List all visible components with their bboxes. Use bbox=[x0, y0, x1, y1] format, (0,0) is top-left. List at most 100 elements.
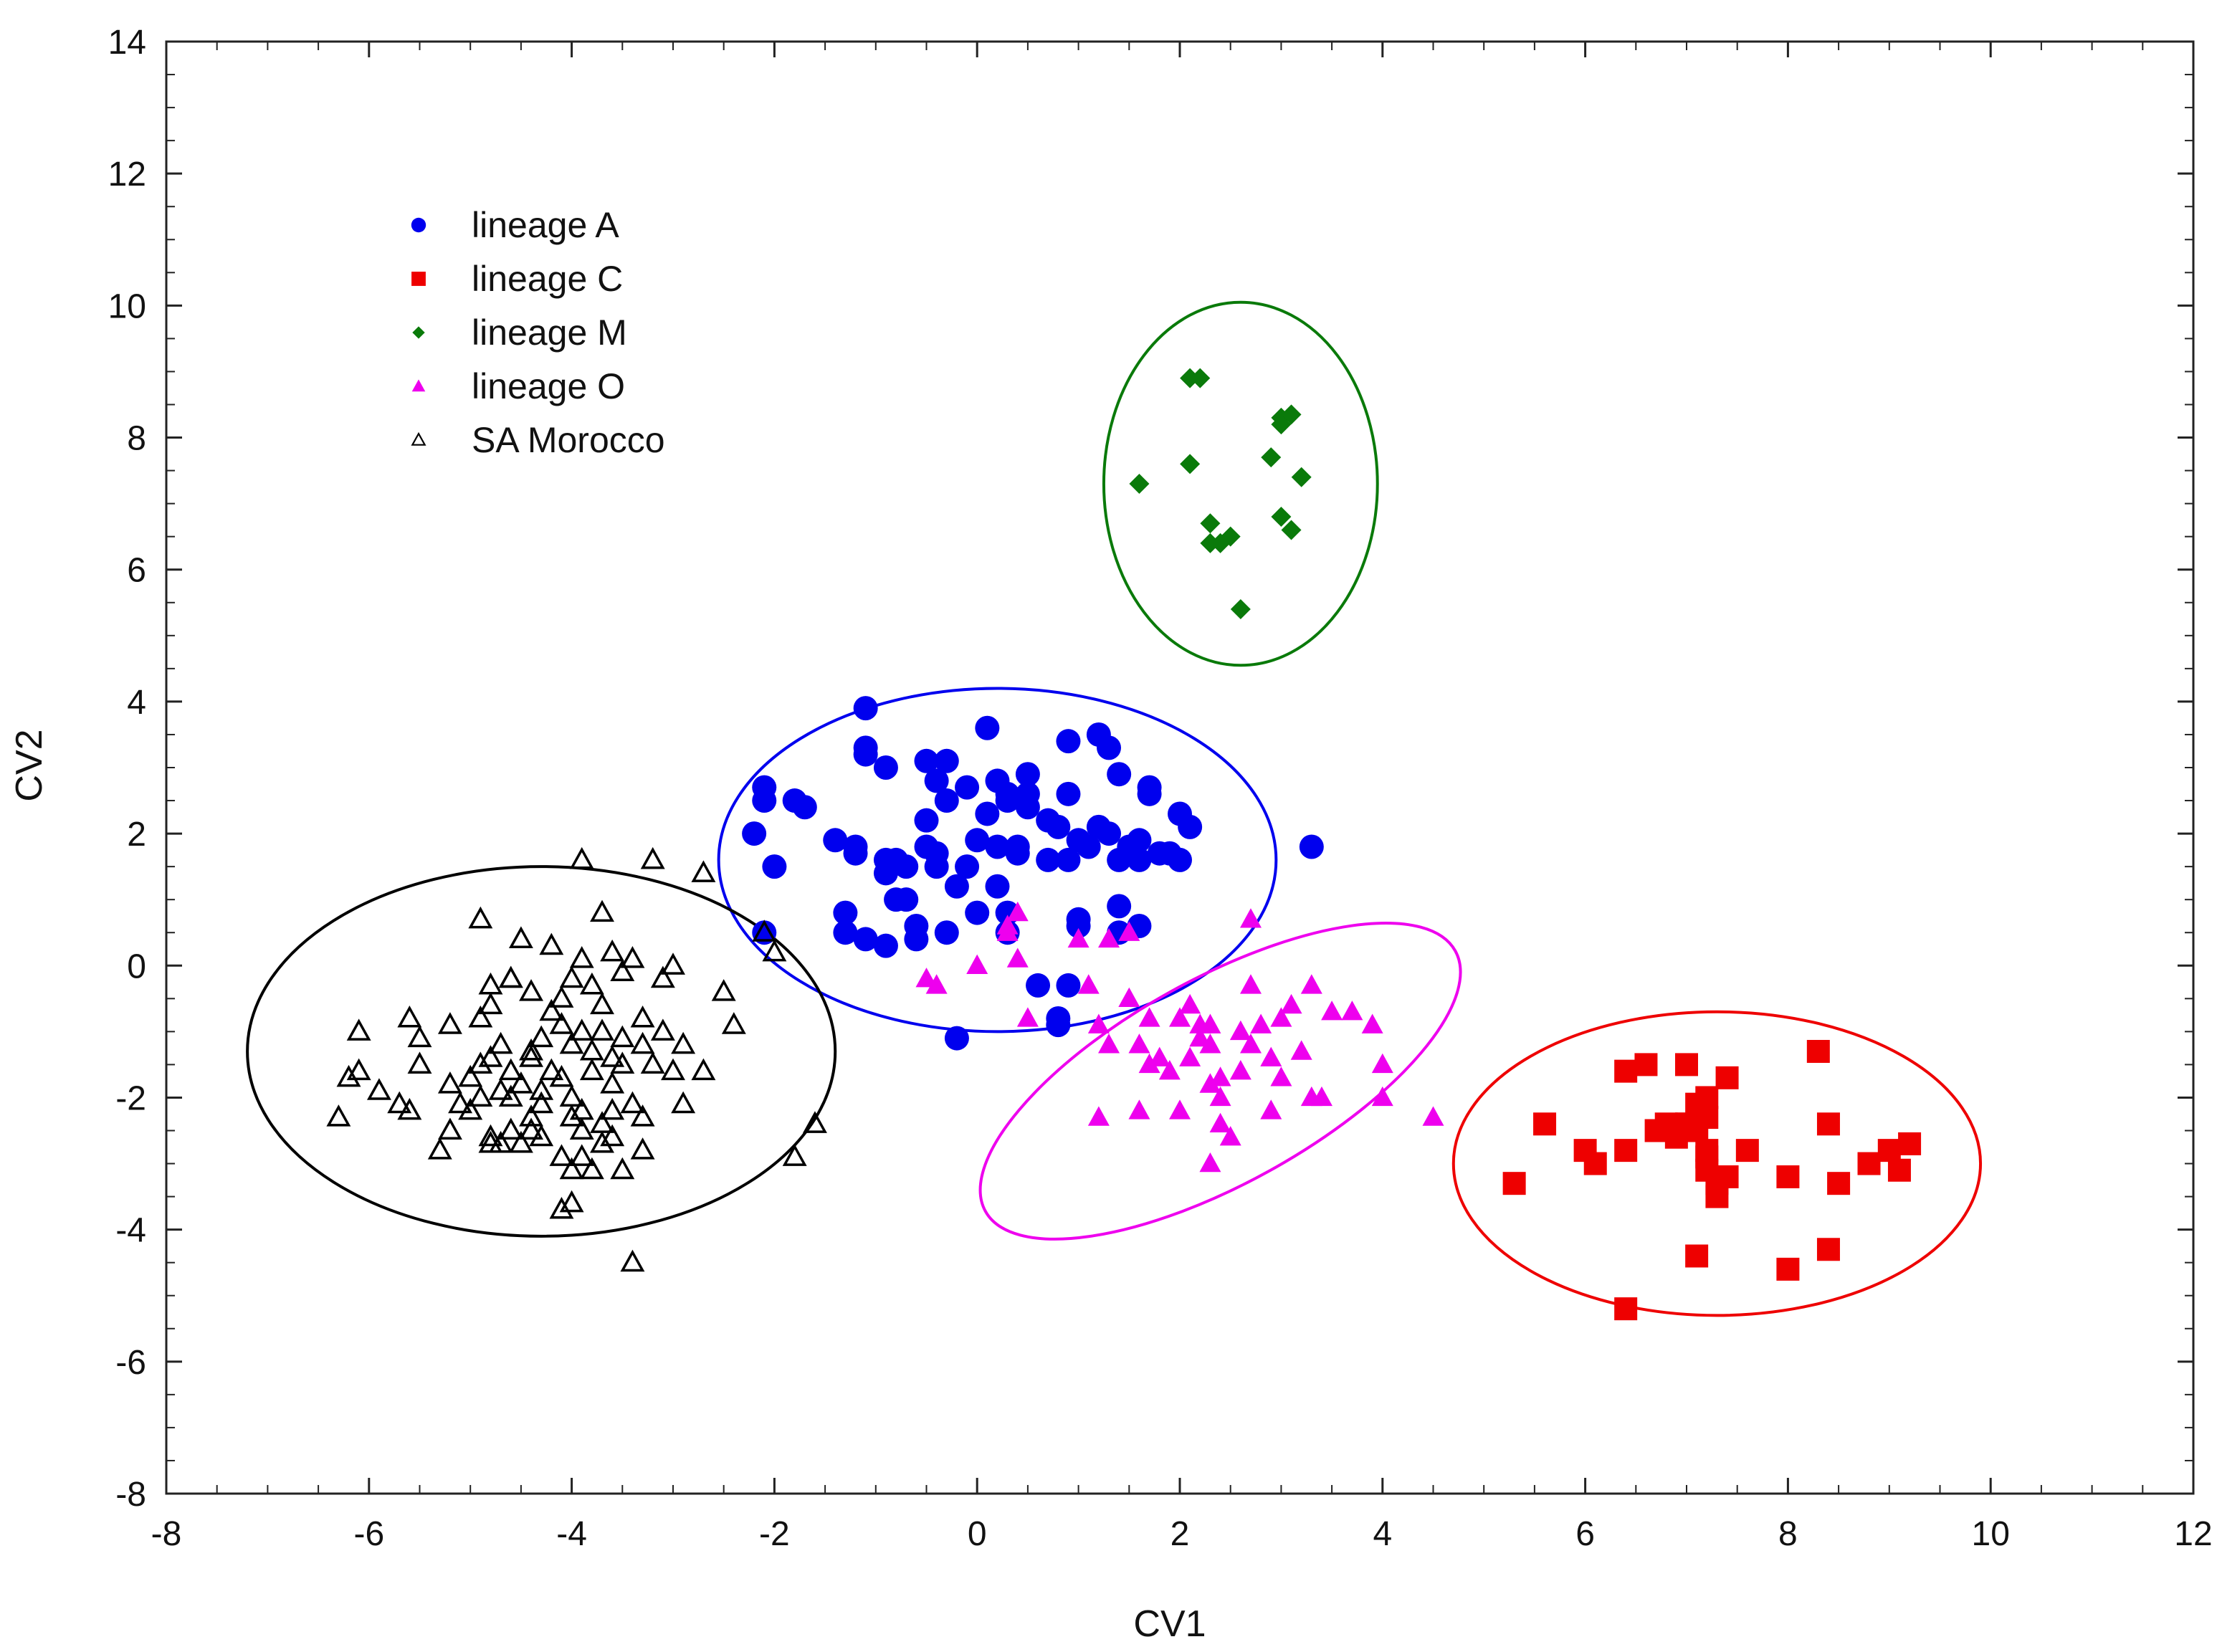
data-point bbox=[894, 854, 918, 879]
data-point bbox=[783, 788, 807, 813]
x-axis-title: CV1 bbox=[1133, 1603, 1206, 1645]
data-point bbox=[945, 1026, 969, 1051]
data-point bbox=[925, 854, 949, 879]
data-point bbox=[1614, 1139, 1637, 1162]
data-point bbox=[1127, 848, 1151, 872]
data-point bbox=[985, 874, 1009, 899]
data-point bbox=[1107, 762, 1131, 786]
data-point bbox=[1046, 815, 1070, 839]
x-tick-label: 6 bbox=[1575, 1515, 1595, 1553]
y-tick-label: -8 bbox=[115, 1476, 146, 1514]
data-point bbox=[1036, 848, 1060, 872]
x-tick-label: 2 bbox=[1171, 1515, 1190, 1553]
x-tick-label: 0 bbox=[968, 1515, 987, 1553]
data-point bbox=[1716, 1066, 1739, 1089]
data-point bbox=[1503, 1172, 1526, 1195]
y-tick-label: -2 bbox=[115, 1079, 146, 1117]
data-point bbox=[844, 841, 868, 866]
y-tick-label: 12 bbox=[108, 156, 146, 194]
data-point bbox=[1685, 1119, 1708, 1142]
data-point bbox=[1665, 1126, 1688, 1149]
data-point bbox=[1776, 1258, 1799, 1281]
data-point bbox=[884, 887, 908, 912]
data-point bbox=[1817, 1112, 1840, 1135]
data-point bbox=[1016, 782, 1040, 806]
data-point bbox=[1056, 973, 1080, 998]
data-point bbox=[874, 755, 898, 780]
x-tick-label: -6 bbox=[353, 1515, 384, 1553]
y-tick-label: -4 bbox=[115, 1212, 146, 1250]
y-tick-label: 6 bbox=[127, 552, 146, 590]
data-point bbox=[1533, 1112, 1556, 1135]
y-axis-title: CV2 bbox=[9, 729, 50, 801]
legend-label: lineage C bbox=[472, 259, 623, 299]
data-point bbox=[1107, 894, 1131, 918]
data-point bbox=[854, 743, 878, 767]
data-point bbox=[1087, 815, 1111, 839]
data-point bbox=[742, 821, 766, 846]
data-point bbox=[1097, 735, 1121, 760]
legend-marker bbox=[411, 272, 426, 286]
data-point bbox=[1056, 729, 1080, 753]
data-point bbox=[1695, 1086, 1718, 1109]
x-tick-label: 10 bbox=[1972, 1515, 2010, 1553]
y-tick-label: 8 bbox=[127, 420, 146, 458]
data-point bbox=[1067, 828, 1091, 852]
x-tick-label: 12 bbox=[2174, 1515, 2212, 1553]
y-tick-label: -6 bbox=[115, 1344, 146, 1382]
data-point bbox=[1827, 1172, 1850, 1195]
data-point bbox=[1584, 1152, 1607, 1175]
legend-label: lineage O bbox=[472, 366, 625, 406]
y-tick-label: 10 bbox=[108, 287, 146, 325]
data-point bbox=[1898, 1132, 1921, 1155]
data-point bbox=[965, 901, 989, 925]
data-point bbox=[854, 696, 878, 720]
data-point bbox=[1300, 835, 1324, 859]
data-point bbox=[915, 808, 939, 833]
data-point bbox=[752, 788, 776, 813]
data-point bbox=[975, 801, 999, 826]
x-tick-label: 8 bbox=[1778, 1515, 1798, 1553]
data-point bbox=[1736, 1139, 1759, 1162]
data-point bbox=[935, 749, 959, 773]
y-tick-label: 2 bbox=[127, 816, 146, 854]
x-tick-label: -4 bbox=[556, 1515, 587, 1553]
data-point bbox=[833, 901, 857, 925]
data-point bbox=[1776, 1165, 1799, 1188]
data-point bbox=[1685, 1244, 1708, 1267]
data-point bbox=[1046, 1013, 1070, 1037]
scatter-chart: -8 -6 -4 -2 0 2 4 6 8 10 12-8-6-4-202468101214 CV1… bbox=[0, 0, 2217, 1652]
data-point bbox=[1675, 1053, 1698, 1076]
data-point bbox=[1614, 1060, 1637, 1083]
data-point bbox=[1168, 848, 1192, 872]
data-point bbox=[945, 874, 969, 899]
x-tick-label: -2 bbox=[759, 1515, 790, 1553]
data-point bbox=[1858, 1152, 1881, 1175]
data-point bbox=[1056, 782, 1080, 806]
data-point bbox=[1026, 973, 1050, 998]
data-point bbox=[1716, 1165, 1739, 1188]
x-tick-label: -8 bbox=[151, 1515, 182, 1553]
data-point bbox=[1178, 815, 1202, 839]
data-point bbox=[975, 716, 999, 740]
legend-label: lineage M bbox=[472, 312, 627, 353]
data-point bbox=[1006, 835, 1030, 859]
legend-marker bbox=[411, 218, 426, 232]
data-point bbox=[904, 927, 928, 951]
data-point bbox=[1614, 1297, 1637, 1320]
data-point bbox=[1807, 1040, 1830, 1063]
y-tick-label: 4 bbox=[127, 684, 146, 722]
chart-root: -8 -6 -4 -2 0 2 4 6 8 10 12 -8 -6 -4 -2 0 2 4 6 8 10 12 14 CV1… bbox=[0, 0, 2217, 1652]
x-tick-label: 4 bbox=[1373, 1515, 1392, 1553]
data-point bbox=[874, 934, 898, 958]
y-tick-label: 0 bbox=[127, 947, 146, 985]
data-point bbox=[1878, 1139, 1901, 1162]
legend-label: lineage A bbox=[472, 205, 619, 245]
data-point bbox=[1817, 1238, 1840, 1261]
data-point bbox=[935, 920, 959, 945]
data-point bbox=[955, 775, 979, 800]
data-point bbox=[1705, 1185, 1728, 1208]
data-point bbox=[1888, 1159, 1911, 1182]
data-point bbox=[965, 828, 989, 852]
data-point bbox=[1138, 782, 1162, 806]
